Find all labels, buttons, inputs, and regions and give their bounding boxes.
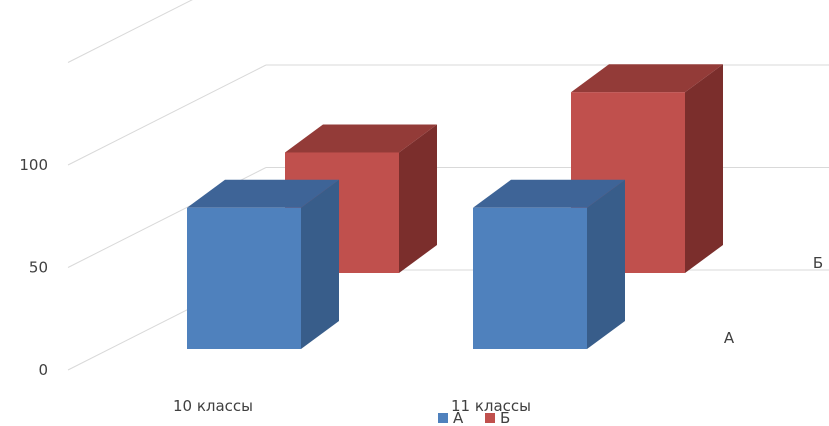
y-axis-ticks: 0 50 100 [19, 156, 48, 379]
bars [187, 64, 723, 349]
bar-top [571, 64, 723, 93]
x-category-label: 11 классы [451, 397, 531, 415]
bar-side [587, 179, 625, 349]
legend-label: А [453, 409, 464, 426]
bar-a-1 [187, 179, 339, 349]
bar-front [187, 207, 301, 349]
bar-top [473, 179, 625, 208]
bar-side [399, 124, 437, 274]
depth-axis-label: Б [813, 254, 823, 272]
bar-side [301, 179, 339, 349]
bar-b-1 [285, 124, 437, 274]
gridline-side [67, 0, 193, 63]
legend-swatch [438, 413, 448, 423]
legend-label: Б [500, 409, 510, 426]
bar-side [685, 64, 723, 273]
x-category-label: 10 классы [173, 397, 253, 415]
bar-top [187, 179, 339, 208]
depth-axis-labels: АБ [724, 254, 823, 347]
bar-top [285, 124, 437, 153]
bar-front [473, 207, 587, 349]
y-tick-label: 0 [38, 361, 48, 379]
y-tick-label: 50 [29, 259, 48, 277]
gridline-side [67, 64, 267, 166]
depth-axis-label: А [724, 329, 735, 347]
legend-swatch [485, 413, 495, 423]
x-axis-labels: 10 классы 11 классы [173, 397, 531, 415]
bar-a-2 [473, 179, 625, 349]
y-tick-label: 100 [19, 156, 48, 174]
